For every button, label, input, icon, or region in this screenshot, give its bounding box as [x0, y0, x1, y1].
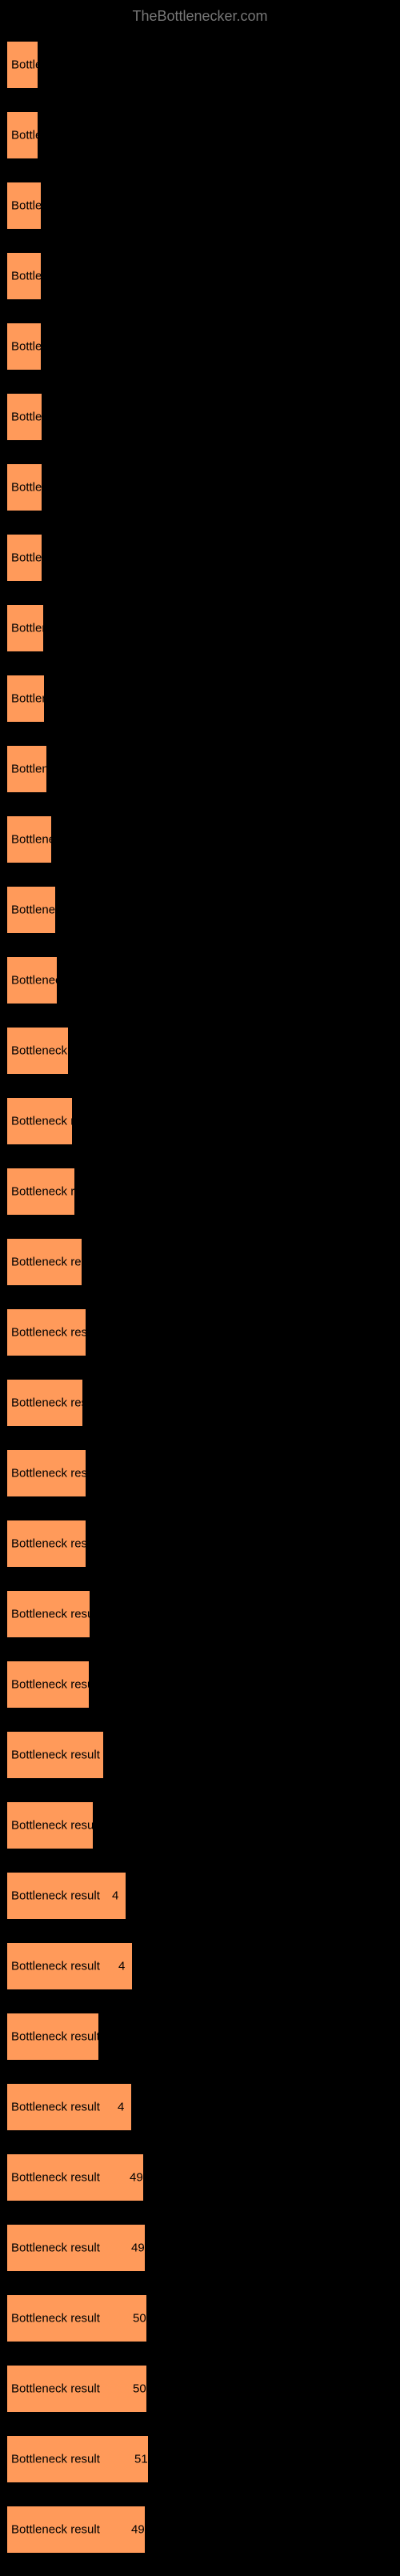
bar-label: Bottleneck result [11, 2312, 100, 2326]
bar-label: Bottleneck result [11, 1115, 74, 1128]
bar-label: Bottleneck result [11, 763, 49, 776]
bar-label: Bottleneck result [11, 833, 54, 847]
bottleneck-bar-chart: Bottleneck resultBottleneck resultBottle… [0, 41, 400, 2554]
bar-row: Bottleneck result 4 [6, 2083, 394, 2131]
bar-row: Bottleneck result [6, 182, 394, 230]
bar-label: Bottleneck result [11, 129, 40, 142]
bar-label: Bottleneck result [11, 2382, 100, 2396]
bar-row: Bottleneck result 49 [6, 2153, 394, 2201]
bar-label: Bottleneck result [11, 2101, 100, 2114]
bar-label: Bottleneck result [11, 1326, 88, 1340]
bar-value-label: 49 [131, 2241, 145, 2255]
bar-row: Bottleneck result 4 [6, 1942, 394, 1990]
bar-row: Bottleneck result 4 [6, 1872, 394, 1920]
bar-row: Bottleneck result 50 [6, 2294, 394, 2342]
bar-label: Bottleneck result [11, 2241, 100, 2255]
bar-value-label: 49 [130, 2171, 143, 2185]
bar-label: Bottleneck result [11, 1608, 92, 1621]
bar-row: Bottleneck result [6, 1027, 394, 1075]
bar-label: Bottleneck result [11, 2453, 100, 2466]
bar-row: Bottleneck result [6, 1801, 394, 1849]
bar-row: Bottleneck result [6, 956, 394, 1004]
bar-label: Bottleneck result [11, 692, 46, 706]
bar-row: Bottleneck result [6, 1238, 394, 1286]
bar-value-label: 50 [133, 2382, 146, 2396]
bar-row: Bottleneck result [6, 1097, 394, 1145]
bar-label: Bottleneck result [11, 1396, 85, 1410]
bar-label: Bottleneck result [11, 2171, 100, 2185]
bar-value-label: 4 [112, 1889, 118, 1903]
bar-label: Bottleneck result [11, 1467, 88, 1480]
bar-label: Bottleneck result [11, 622, 46, 635]
bar-row: Bottleneck result [6, 463, 394, 511]
bar-row: Bottleneck result [6, 1449, 394, 1497]
bar-label: Bottleneck result [11, 1819, 95, 1833]
bar-label: Bottleneck result [11, 974, 59, 988]
bar-label: Bottleneck result [11, 58, 40, 72]
bar-row: Bottleneck result [6, 1731, 394, 1779]
bar-row: Bottleneck result 49 [6, 2224, 394, 2272]
bar-value-label: 4 [118, 1960, 125, 1973]
bar-row: Bottleneck result [6, 604, 394, 652]
bar-label: Bottleneck result [11, 551, 44, 565]
bar-label: Bottleneck result [11, 270, 43, 283]
bar-label: Bottleneck result [11, 1960, 100, 1973]
bar-label: Bottleneck result [11, 2523, 100, 2537]
bar-row: Bottleneck result [6, 1661, 394, 1709]
bar-row: Bottleneck result [6, 2013, 394, 2061]
bar-row: Bottleneck result [6, 1168, 394, 1216]
bar-label: Bottleneck result [11, 1256, 84, 1269]
bar-value-label: 4 [118, 2101, 124, 2114]
bar-label: Bottleneck result [11, 340, 43, 354]
bar-row: Bottleneck result [6, 1520, 394, 1568]
bar-row: Bottleneck result [6, 886, 394, 934]
bar-row: Bottleneck result 49 [6, 2506, 394, 2554]
bar-row: Bottleneck result [6, 1379, 394, 1427]
bar-row: Bottleneck result [6, 745, 394, 793]
bar-label: Bottleneck result [11, 481, 44, 495]
bar-label: Bottleneck result [11, 903, 58, 917]
bar-label: Bottleneck result [11, 1889, 100, 1903]
bar-value-label: 50 [133, 2312, 146, 2326]
bar-row: Bottleneck result [6, 534, 394, 582]
bar-label: Bottleneck result [11, 199, 43, 213]
bar-label: Bottleneck result [11, 411, 44, 424]
bar-label: Bottleneck result [11, 1044, 70, 1058]
bar-value-label: 49 [131, 2523, 145, 2537]
bar-row: Bottleneck result [6, 41, 394, 89]
bar-label: Bottleneck result [11, 2030, 100, 2044]
bar-row: Bottleneck result [6, 675, 394, 723]
bar-row: Bottleneck result [6, 252, 394, 300]
bar-label: Bottleneck result [11, 1678, 91, 1692]
bar-row: Bottleneck result [6, 1308, 394, 1356]
bar-row: Bottleneck result [6, 393, 394, 441]
bar-row: Bottleneck result [6, 111, 394, 159]
bar-value-label: 51 [134, 2453, 148, 2466]
bar-label: Bottleneck result [11, 1537, 88, 1551]
bar-row: Bottleneck result [6, 815, 394, 863]
bar-row: Bottleneck result [6, 323, 394, 371]
bar-row: Bottleneck result 50 [6, 2365, 394, 2413]
bar-label: Bottleneck result [11, 1749, 100, 1762]
bar-row: Bottleneck result [6, 1590, 394, 1638]
bar-row: Bottleneck result 51 [6, 2435, 394, 2483]
site-title-link[interactable]: TheBottlenecker.com [0, 0, 400, 41]
bar-label: Bottleneck result [11, 1185, 77, 1199]
